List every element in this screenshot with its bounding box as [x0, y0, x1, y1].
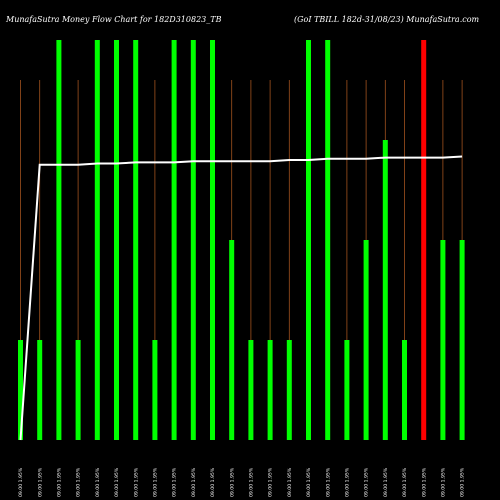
flow-bar — [267, 340, 273, 440]
x-tick-label: 09.00 1.95% — [57, 467, 63, 497]
x-tick-label: 09.00 1.95% — [133, 467, 139, 497]
x-tick-label: 09.00 1.95% — [76, 467, 82, 497]
x-tick-label: 09.00 1.95% — [287, 467, 293, 497]
x-tick-label: 09.00 1.95% — [383, 467, 389, 497]
x-tick-label: 09.00 1.95% — [172, 467, 178, 497]
price-line-layer — [19, 155, 463, 441]
x-tick-label: 09.00 1.95% — [441, 467, 447, 497]
flow-bar — [152, 340, 158, 440]
x-tick-label: 09.00 1.95% — [18, 467, 24, 497]
x-tick-label: 09.00 1.95% — [37, 467, 43, 497]
x-tick-label: 09.00 1.95% — [325, 467, 331, 497]
flow-bar — [286, 340, 292, 440]
x-tick-label: 09.00 1.95% — [114, 467, 120, 497]
flow-bar — [18, 340, 23, 440]
x-tick-label: 09.00 1.95% — [229, 467, 235, 497]
x-tick-label: 09.00 1.95% — [460, 467, 466, 497]
chart-title-left: MunafaSutra Money Flow Chart for 182D310… — [5, 15, 222, 24]
x-tick-label: 09.00 1.95% — [421, 467, 427, 497]
flow-bar — [325, 40, 331, 440]
x-tick-label: 09.00 1.95% — [345, 467, 351, 497]
x-tick-label: 09.00 1.95% — [210, 467, 216, 497]
price-line — [19, 155, 463, 441]
x-tick-labels: 09.00 1.95% 09.00 1.95% 09.00 1.95% 09.00 1… — [18, 467, 466, 497]
flow-bar — [306, 40, 311, 440]
flow-bar — [171, 40, 177, 440]
flow-bar — [229, 240, 235, 440]
flow-bar — [421, 40, 427, 440]
chart-title-right: (GoI TBILL 182d-31/08/23) MunafaSutra.co… — [294, 15, 480, 24]
flow-bar — [37, 340, 43, 440]
x-tick-label: 09.00 1.95% — [402, 467, 408, 497]
x-tick-label: 09.00 1.95% — [268, 467, 274, 497]
flow-bar — [363, 240, 369, 440]
flow-bar — [114, 40, 119, 440]
x-tick-label: 09.00 1.95% — [249, 467, 255, 497]
x-tick-label: 09.00 1.95% — [95, 467, 101, 497]
flow-bar — [344, 340, 350, 440]
flow-bar — [382, 140, 388, 440]
flow-bar — [248, 340, 254, 440]
flow-bar — [402, 340, 407, 440]
flow-bar — [133, 40, 139, 440]
flow-bar — [94, 40, 100, 440]
flow-bar — [75, 340, 81, 440]
flow-bar — [56, 40, 62, 440]
x-tick-label: 09.00 1.95% — [153, 467, 159, 497]
flow-bar — [210, 40, 215, 440]
x-tick-label: 09.00 1.95% — [306, 467, 312, 497]
x-tick-label: 09.00 1.95% — [191, 467, 197, 497]
flow-bar — [440, 240, 446, 440]
flow-bar — [459, 240, 465, 440]
flow-bar — [190, 40, 196, 440]
x-tick-label: 09.00 1.95% — [364, 467, 370, 497]
volume-bars — [18, 40, 465, 440]
